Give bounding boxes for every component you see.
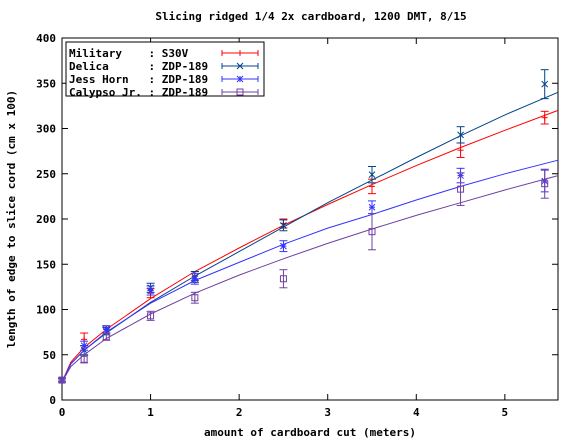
data-point-marker — [541, 80, 549, 88]
error-bar — [540, 168, 549, 199]
legend-swatch — [221, 62, 259, 70]
legend-entry-label: Jess Horn : ZDP-189 — [69, 73, 208, 86]
error-bar — [80, 355, 89, 364]
error-bar — [279, 269, 288, 289]
data-point-marker — [457, 185, 465, 193]
y-tick-label: 50 — [43, 349, 56, 362]
x-tick-label: 4 — [413, 406, 420, 419]
x-tick-label: 0 — [59, 406, 66, 419]
data-point-marker — [541, 180, 549, 188]
chart-title: Slicing ridged 1/4 2x cardboard, 1200 DM… — [155, 10, 466, 23]
data-point-marker — [80, 342, 88, 350]
series-fit-line — [61, 175, 559, 383]
data-point-marker — [147, 312, 155, 320]
series-2 — [58, 69, 559, 384]
data-point-marker — [541, 114, 548, 121]
series-fit-line — [61, 91, 559, 383]
x-axis: 0 1 2 3 4 5 — [59, 38, 508, 419]
data-point-marker — [280, 242, 287, 250]
data-point-marker — [279, 275, 287, 283]
y-tick-label: 350 — [36, 77, 56, 90]
y-tick-label: 300 — [36, 123, 56, 136]
data-point-marker — [236, 88, 244, 96]
y-axis: 0 50 100 150 200 250 300 350 400 — [36, 32, 558, 407]
data-point-marker — [102, 326, 110, 333]
data-point-marker — [58, 376, 66, 384]
y-tick-label: 150 — [36, 258, 56, 271]
series-fit-line — [61, 109, 559, 383]
data-point-marker — [236, 75, 244, 83]
y-axis-label: length of edge to slice cord (cm x 100) — [5, 90, 18, 348]
data-point-marker — [236, 62, 244, 70]
x-tick-label: 2 — [236, 406, 243, 419]
data-point-marker — [237, 50, 243, 56]
legend-entry-label: Calypso Jr. : ZDP-189 — [69, 86, 208, 99]
legend-swatch — [221, 75, 259, 83]
data-point-marker — [457, 147, 464, 154]
legend-swatch — [221, 50, 259, 56]
data-point-marker — [280, 221, 287, 229]
data-point-marker — [147, 287, 154, 294]
data-point-marker — [368, 171, 376, 179]
error-bar — [456, 172, 465, 206]
data-point-marker — [102, 333, 110, 341]
data-point-marker — [191, 275, 199, 283]
error-bar — [368, 213, 376, 251]
legend-entry-label: Delica : ZDP-189 — [69, 60, 208, 73]
x-tick-label: 5 — [502, 406, 509, 419]
legend-box — [65, 41, 265, 97]
x-tick-label: 1 — [147, 406, 154, 419]
y-tick-label: 200 — [36, 213, 56, 226]
x-tick-label: 3 — [324, 406, 331, 419]
x-axis-label: amount of cardboard cut (meters) — [204, 426, 416, 439]
series-1 — [58, 109, 559, 384]
data-point-marker — [368, 228, 376, 236]
series-4 — [58, 168, 559, 384]
y-tick-label: 100 — [36, 304, 56, 317]
series-fit-line — [61, 159, 559, 383]
data-point-marker — [368, 203, 376, 211]
series-layer — [58, 69, 559, 384]
legend-swatch — [221, 88, 259, 96]
error-bar — [102, 332, 111, 341]
error-bar — [190, 291, 199, 304]
data-point-marker — [369, 183, 375, 190]
legend-entry-label: Military : S30V — [69, 47, 189, 60]
data-point-marker — [457, 131, 464, 139]
data-point-marker — [80, 355, 88, 363]
y-tick-label: 400 — [36, 32, 56, 45]
y-tick-label: 250 — [36, 168, 56, 181]
y-tick-label: 0 — [49, 394, 56, 407]
data-point-marker — [191, 294, 199, 302]
series-3 — [58, 159, 559, 384]
